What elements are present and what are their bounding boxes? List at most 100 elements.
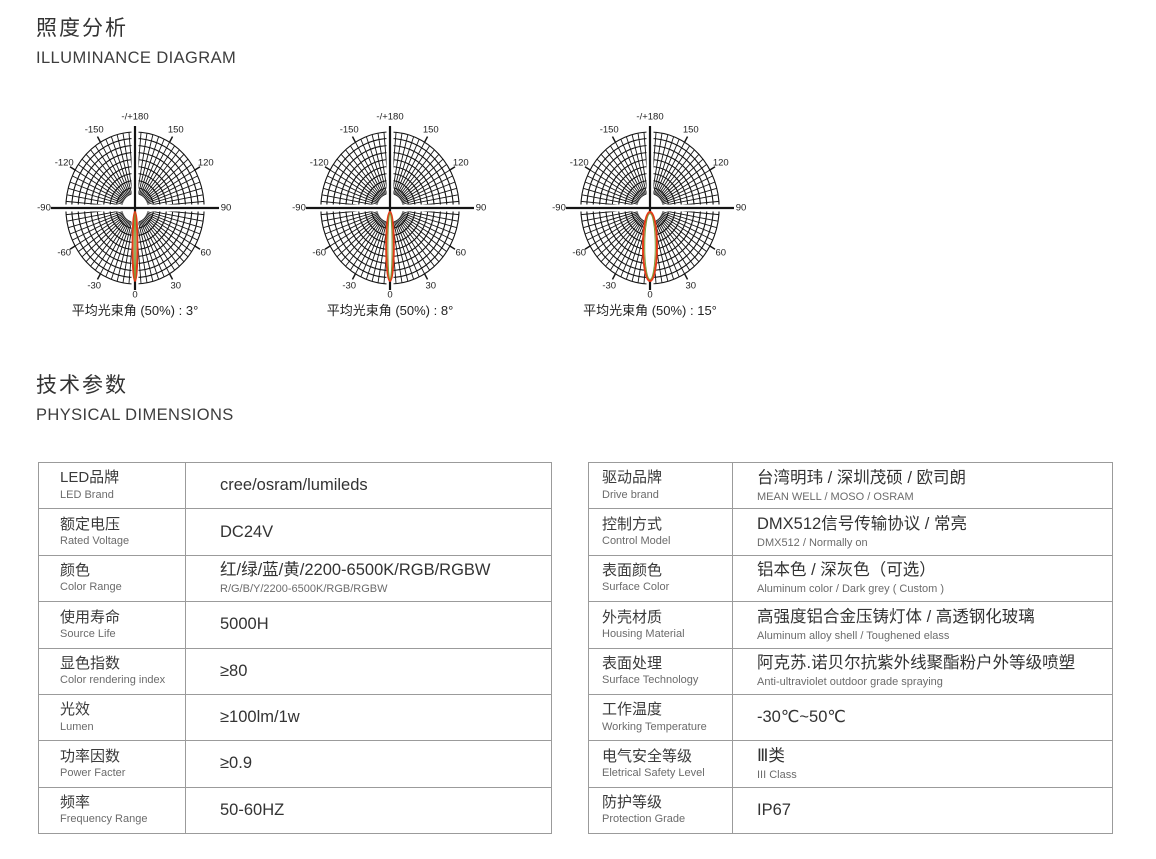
angle-label: 60	[201, 248, 212, 259]
spec-label-cell: 显色指数 Color rendering index	[39, 648, 186, 694]
angle-label: -/+180	[121, 112, 148, 123]
spec-value-sub: R/G/B/Y/2200-6500K/RGB/RGBW	[220, 583, 388, 596]
spec-label-cell: 驱动品牌 Drive brand	[589, 463, 733, 509]
spec-label-cell: 防护等级 Protection Grade	[589, 787, 733, 833]
spec-label-cell: 工作温度 Working Temperature	[589, 694, 733, 741]
spec-value-cell: cree/osram/lumileds	[186, 463, 551, 508]
angle-label: 30	[426, 280, 437, 291]
spec-label-cell: 表面处理 Surface Technology	[589, 648, 733, 694]
spec-label-en: Working Temperature	[602, 720, 707, 733]
spec-row: 电气安全等级 Eletrical Safety Level Ⅲ类 III Class	[589, 741, 1112, 788]
beam-angle-caption: 平均光束角 (50%) : 8°	[326, 303, 454, 318]
spec-row: 控制方式 Control Model DMX512信号传输协议 / 常亮 DMX512…	[589, 509, 1112, 556]
spec-value: 红/绿/蓝/黄/2200-6500K/RGB/RGBW	[220, 561, 491, 580]
spec-label-cn: 表面颜色	[602, 562, 663, 580]
angle-label: -/+180	[376, 112, 403, 123]
spec-value-sub: MEAN WELL / MOSO / OSRAM	[757, 490, 914, 503]
spec-label-cn: 控制方式	[602, 515, 663, 533]
spec-label-cn: 颜色	[60, 562, 91, 580]
angle-label: -90	[37, 203, 51, 214]
illuminance-polar-diagram: 0 30 60 90 120 150 -/+180 -150 -120 -90 -60 -30 平均光束…	[33, 106, 237, 319]
spec-value-cell: 红/绿/蓝/黄/2200-6500K/RGB/RGBW R/G/B/Y/2200-…	[186, 556, 551, 601]
spec-row: 光效 Lumen ≥100lm/1w	[39, 694, 551, 742]
angle-label: 90	[736, 203, 747, 214]
spec-value-cell: IP67	[733, 788, 1112, 833]
angle-label: -120	[55, 158, 74, 169]
angle-label: -30	[342, 280, 356, 291]
illuminance-polar-diagram: 0 30 60 90 120 150 -/+180 -150 -120 -90 -60 -30 平均光束…	[288, 106, 492, 319]
spec-table-left: LED品牌 LED Brand cree/osram/lumileds 额定电压 Rat…	[38, 462, 552, 834]
spec-value-cell: 高强度铝合金压铸灯体 / 高透钢化玻璃 Aluminum alloy shell …	[733, 602, 1112, 647]
spec-label-cn: LED品牌	[60, 469, 120, 487]
spec-value: ≥0.9	[220, 754, 252, 773]
angle-label: -30	[602, 280, 616, 291]
spec-label-en: Power Facter	[60, 766, 126, 779]
spec-label-cn: 额定电压	[60, 515, 121, 533]
spec-row: 表面处理 Surface Technology 阿克苏.诺贝尔抗紫外线聚酯粉户外等级…	[589, 648, 1112, 695]
polar-chart: 0 30 60 90 120 150 -/+180 -150 -120 -90 -60 -30	[552, 112, 747, 301]
spec-row: 额定电压 Rated Voltage DC24V	[39, 509, 551, 556]
angle-label: 60	[716, 248, 727, 259]
angle-label: 0	[387, 290, 392, 301]
angle-label: -60	[312, 248, 326, 259]
spec-value: 阿克苏.诺贝尔抗紫外线聚酯粉户外等级喷塑	[757, 654, 1076, 673]
spec-label-en: Drive brand	[602, 488, 659, 501]
angle-label: 120	[453, 158, 469, 169]
spec-label-cell: 表面颜色 Surface Color	[589, 555, 733, 602]
spec-label-cn: 使用寿命	[60, 608, 121, 626]
angle-label: -120	[310, 158, 329, 169]
spec-label-en: Eletrical Safety Level	[602, 766, 705, 779]
spec-value-cell: 50-60HZ	[186, 788, 551, 833]
beam-lobe-inner	[644, 213, 656, 280]
spec-value-cell: DC24V	[186, 509, 551, 554]
spec-value: 高强度铝合金压铸灯体 / 高透钢化玻璃	[757, 607, 1035, 626]
spec-label-en: Surface Technology	[602, 674, 699, 687]
spec-label-cell: 额定电压 Rated Voltage	[39, 509, 186, 555]
spec-row: 使用寿命 Source Life 5000H	[39, 602, 551, 649]
spec-row: LED品牌 LED Brand cree/osram/lumileds	[39, 463, 551, 510]
section-title-en: ILLUMINANCE DIAGRAM	[36, 49, 237, 67]
spec-value: 台湾明玮 / 深圳茂硕 / 欧司朗	[757, 468, 967, 487]
spec-label-cell: 外壳材质 Housing Material	[589, 602, 733, 648]
spec-label-en: Source Life	[60, 627, 116, 640]
spec-value-cell: DMX512信号传输协议 / 常亮 DMX512 / Normally on	[733, 509, 1112, 554]
spec-row: 表面颜色 Surface Color 铝本色 / 深灰色（可选） Aluminum c…	[589, 555, 1112, 603]
illuminance-polar-diagram: 0 30 60 90 120 150 -/+180 -150 -120 -90 -60 -30 平均光束…	[548, 106, 752, 319]
spec-value: -30℃~50℃	[757, 708, 846, 727]
spec-label-en: Control Model	[602, 535, 671, 548]
spec-label-en: Housing Material	[602, 627, 685, 640]
spec-label-en: LED Brand	[60, 488, 114, 501]
angle-label: -150	[340, 125, 359, 136]
angle-label: -60	[57, 248, 71, 259]
angle-label: 30	[171, 280, 182, 291]
spec-label-cn: 频率	[60, 794, 91, 812]
spec-value: ≥80	[220, 661, 248, 680]
angle-label: 0	[647, 290, 652, 301]
spec-label-cn: 驱动品牌	[602, 469, 663, 487]
angle-label: 90	[476, 203, 487, 214]
angle-label: 0	[132, 290, 137, 301]
spec-value-cell: -30℃~50℃	[733, 695, 1112, 740]
spec-row: 防护等级 Protection Grade IP67	[589, 787, 1112, 833]
spec-label-cell: 电气安全等级 Eletrical Safety Level	[589, 741, 733, 787]
spec-row: 功率因数 Power Facter ≥0.9	[39, 741, 551, 788]
spec-value-cell: 铝本色 / 深灰色（可选） Aluminum color / Dark grey …	[733, 556, 1112, 601]
beam-lobe-inner	[133, 213, 137, 280]
spec-row: 驱动品牌 Drive brand 台湾明玮 / 深圳茂硕 / 欧司朗 MEAN WEL…	[589, 463, 1112, 510]
spec-label-en: Rated Voltage	[60, 535, 130, 548]
beam-lobe	[642, 211, 658, 282]
angle-label: -150	[85, 125, 104, 136]
angle-label: 150	[683, 125, 699, 136]
angle-label: 90	[221, 203, 232, 214]
spec-row: 外壳材质 Housing Material 高强度铝合金压铸灯体 / 高透钢化玻璃 A…	[589, 602, 1112, 649]
spec-value-cell: ≥0.9	[186, 741, 551, 786]
spec-value-cell: 阿克苏.诺贝尔抗紫外线聚酯粉户外等级喷塑 Anti-ultraviolet out…	[733, 649, 1112, 694]
spec-label-en: Protection Grade	[602, 813, 686, 826]
spec-label-cell: 频率 Frequency Range	[39, 787, 186, 833]
spec-value: ≥100lm/1w	[220, 708, 300, 727]
spec-label-cn: 外壳材质	[602, 608, 663, 626]
polar-chart: 0 30 60 90 120 150 -/+180 -150 -120 -90 -60 -30	[37, 112, 232, 301]
spec-label-en: Color rendering index	[60, 674, 166, 687]
section-title-cn: 技术参数	[36, 374, 128, 397]
spec-label-cn: 功率因数	[60, 747, 121, 765]
